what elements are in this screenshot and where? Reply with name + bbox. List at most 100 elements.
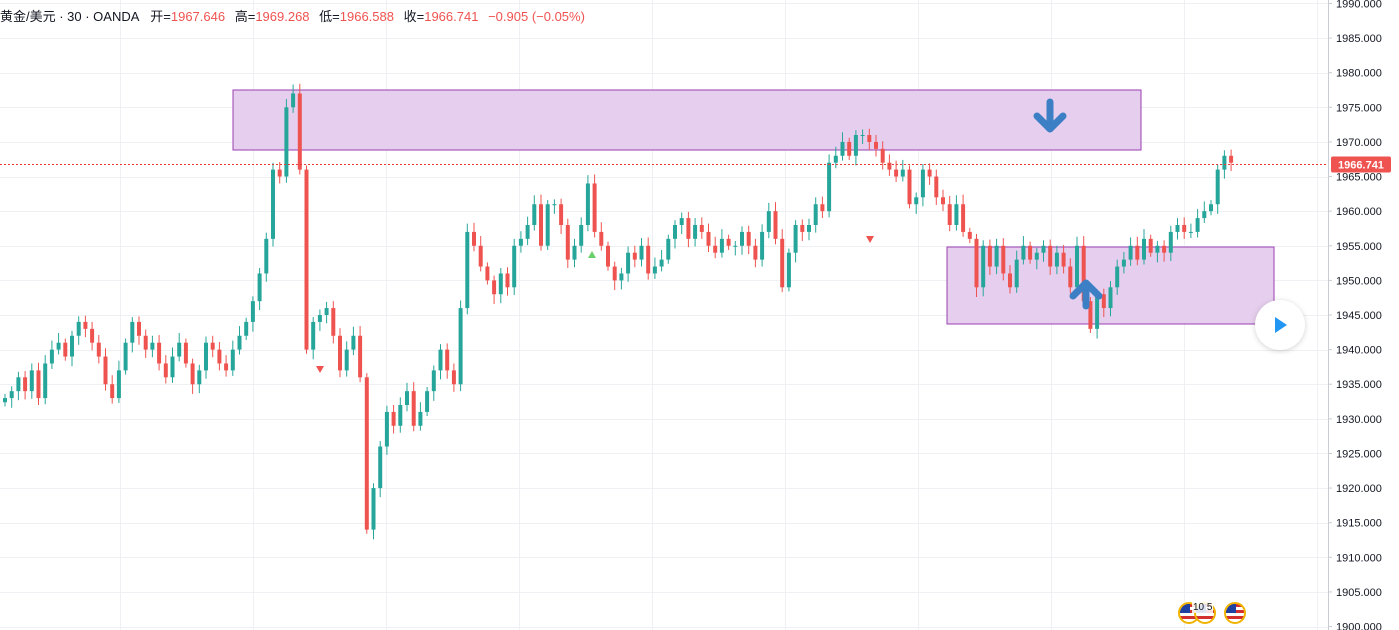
candle-body xyxy=(726,238,731,246)
axis-tick-label: 1910.000 xyxy=(1336,552,1382,564)
candle-body xyxy=(157,342,162,364)
candle-body xyxy=(606,245,610,267)
candle-body xyxy=(1175,225,1180,232)
candle-body xyxy=(599,231,604,246)
candle-body xyxy=(693,225,698,239)
candle-body xyxy=(994,245,999,267)
candle-body xyxy=(612,266,617,281)
candle-body xyxy=(391,411,396,426)
candle-body xyxy=(967,231,972,239)
candle-body xyxy=(652,266,657,274)
candle-body xyxy=(753,245,758,260)
candle-body xyxy=(23,377,28,392)
candle-body xyxy=(411,391,416,426)
candle-body xyxy=(224,363,229,371)
candle-body xyxy=(1075,245,1079,288)
candle-body xyxy=(639,245,644,260)
candle-body xyxy=(947,204,952,225)
candle-body xyxy=(1128,245,1133,260)
candle-body xyxy=(793,225,798,253)
axis-tick-label: 1940.000 xyxy=(1336,345,1382,357)
candle-body xyxy=(699,225,704,232)
candle-body xyxy=(384,411,389,447)
change-value: −0.905 (−0.05%) xyxy=(488,9,585,24)
candle-body xyxy=(867,135,872,142)
candle-body xyxy=(820,204,825,212)
candle-body xyxy=(679,218,684,225)
sell-marker-icon xyxy=(866,236,874,243)
candle-body xyxy=(9,391,14,399)
candle-body xyxy=(1088,301,1093,329)
candle-body xyxy=(740,231,744,246)
symbol-name[interactable]: 黄金/美元 · 30 · OANDA xyxy=(0,9,140,24)
axis-tick-label: 1945.000 xyxy=(1336,310,1382,322)
candle-body xyxy=(264,238,269,274)
candle-body xyxy=(874,141,878,149)
candle-body xyxy=(331,308,336,336)
arrow-up-icon xyxy=(1069,279,1103,310)
candle-body xyxy=(1182,225,1187,232)
candle-body xyxy=(894,169,899,177)
axis-tick-label: 1900.000 xyxy=(1336,622,1382,630)
candle-body xyxy=(1041,245,1046,253)
candle-body xyxy=(90,328,95,343)
candle-body xyxy=(284,107,289,177)
candle-body xyxy=(204,342,208,371)
candle-body xyxy=(860,135,865,136)
candle-body xyxy=(150,342,155,350)
candle-body xyxy=(914,197,919,205)
candle-body xyxy=(116,370,121,399)
candle-body xyxy=(405,391,409,405)
candle-body xyxy=(706,231,711,246)
candle-body xyxy=(465,231,470,309)
candle-body xyxy=(505,273,510,288)
price-axis[interactable]: 1990.000 1985.000 1980.000 1975.000 1970.000… xyxy=(1328,0,1382,630)
candle-body xyxy=(1155,245,1160,253)
candle-body xyxy=(800,225,805,232)
candle-body xyxy=(130,321,135,343)
candle-body xyxy=(170,356,175,378)
candle-body xyxy=(907,169,912,205)
candle-body xyxy=(304,169,309,350)
candle-body xyxy=(451,370,456,385)
candle-body xyxy=(271,169,275,239)
candle-body xyxy=(545,204,550,246)
candle-body xyxy=(210,342,215,350)
candle-body xyxy=(666,238,671,260)
candle-body xyxy=(539,204,543,246)
candle-body xyxy=(63,342,68,357)
candle-body xyxy=(920,169,925,198)
candle-body xyxy=(183,342,188,364)
candle-body xyxy=(1135,245,1140,260)
candle-body xyxy=(1162,245,1167,253)
close-value: 1966.741 xyxy=(424,9,479,24)
candle-body xyxy=(445,349,450,371)
candle-body xyxy=(43,363,48,399)
candle-body xyxy=(773,211,778,239)
candle-body xyxy=(344,349,349,371)
candle-body xyxy=(719,238,724,253)
axis-tick-label: 1970.000 xyxy=(1336,137,1382,149)
candle-body xyxy=(1081,245,1086,302)
candle-body xyxy=(853,135,858,156)
supply-demand-zones xyxy=(232,89,1275,325)
candle-body xyxy=(143,335,148,350)
candle-body xyxy=(1121,259,1126,267)
candle-body xyxy=(1168,231,1173,253)
candle-body xyxy=(49,349,54,364)
candle-body xyxy=(847,141,852,156)
axis-tick-label: 1920.000 xyxy=(1336,483,1382,495)
play-button[interactable] xyxy=(1255,300,1305,350)
economic-events[interactable]: 10 5 xyxy=(1178,602,1248,626)
candle-body xyxy=(525,225,530,239)
close-label: 收= xyxy=(403,9,425,24)
us-flag-icon[interactable] xyxy=(1224,602,1246,624)
axis-tick-label: 1925.000 xyxy=(1336,448,1382,460)
candle-body xyxy=(619,273,624,281)
candle-body xyxy=(592,183,597,232)
candle-body xyxy=(585,183,590,225)
candle-body xyxy=(1195,218,1200,232)
candle-body xyxy=(492,280,497,295)
candle-body xyxy=(425,391,430,412)
